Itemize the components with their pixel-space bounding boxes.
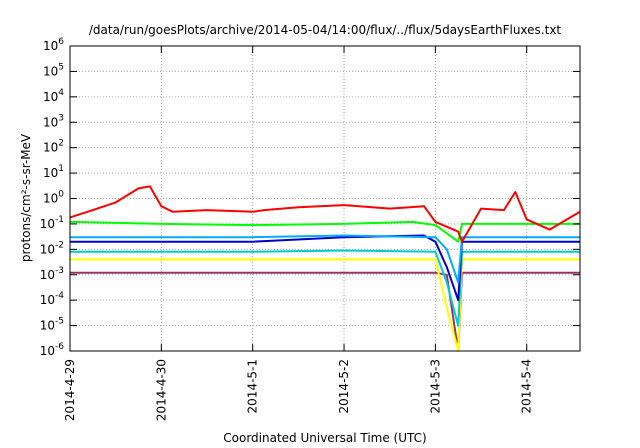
x-tick-label: 2014-5-2: [337, 359, 351, 413]
y-tick-label: 10-6: [40, 342, 65, 358]
series-line: [70, 249, 580, 327]
series-layer: [69, 185, 581, 352]
y-tick-label: 10-3: [40, 266, 64, 282]
y-tick-label: 104: [43, 88, 64, 104]
series-line: [69, 185, 581, 243]
x-axis-title: Coordinated Universal Time (UTC): [223, 431, 426, 445]
series-line: [70, 258, 580, 352]
y-tick-label: 105: [43, 62, 64, 78]
series-line: [70, 234, 580, 302]
y-tick-label: 10-2: [40, 240, 64, 256]
x-tick-label: 2014-4-30: [154, 359, 168, 421]
y-tick-label: 101: [43, 164, 64, 180]
x-axis-ticks: 2014-4-29 2014-4-30 2014-5-1 2014-5-2 2014-5…: [63, 46, 534, 421]
y-axis-title: protons/cm²-s-sr-MeV: [19, 133, 33, 262]
y-tick-label: 106: [43, 37, 64, 53]
grid: [69, 46, 580, 351]
x-tick-label: 2014-5-3: [428, 359, 442, 413]
series-line: [70, 234, 580, 284]
y-tick-label: 102: [43, 139, 64, 155]
series-line: [70, 271, 580, 352]
series-line: [69, 220, 580, 243]
x-tick-label: 2014-4-29: [63, 359, 77, 421]
x-tick-label: 2014-5-4: [520, 359, 534, 413]
y-tick-label: 10-1: [40, 215, 64, 231]
y-tick-label: 100: [43, 190, 64, 206]
chart-title: /data/run/goesPlots/archive/2014-05-04/1…: [89, 23, 562, 37]
y-axis-ticks: 10-6 10-5 10-4 10-3 10-2 10-1 100 101 102 103 104 1…: [40, 37, 580, 358]
y-tick-label: 10-5: [40, 317, 64, 333]
y-tick-label: 10-4: [40, 291, 65, 307]
y-tick-label: 103: [43, 113, 64, 129]
x-tick-label: 2014-5-1: [246, 359, 260, 413]
